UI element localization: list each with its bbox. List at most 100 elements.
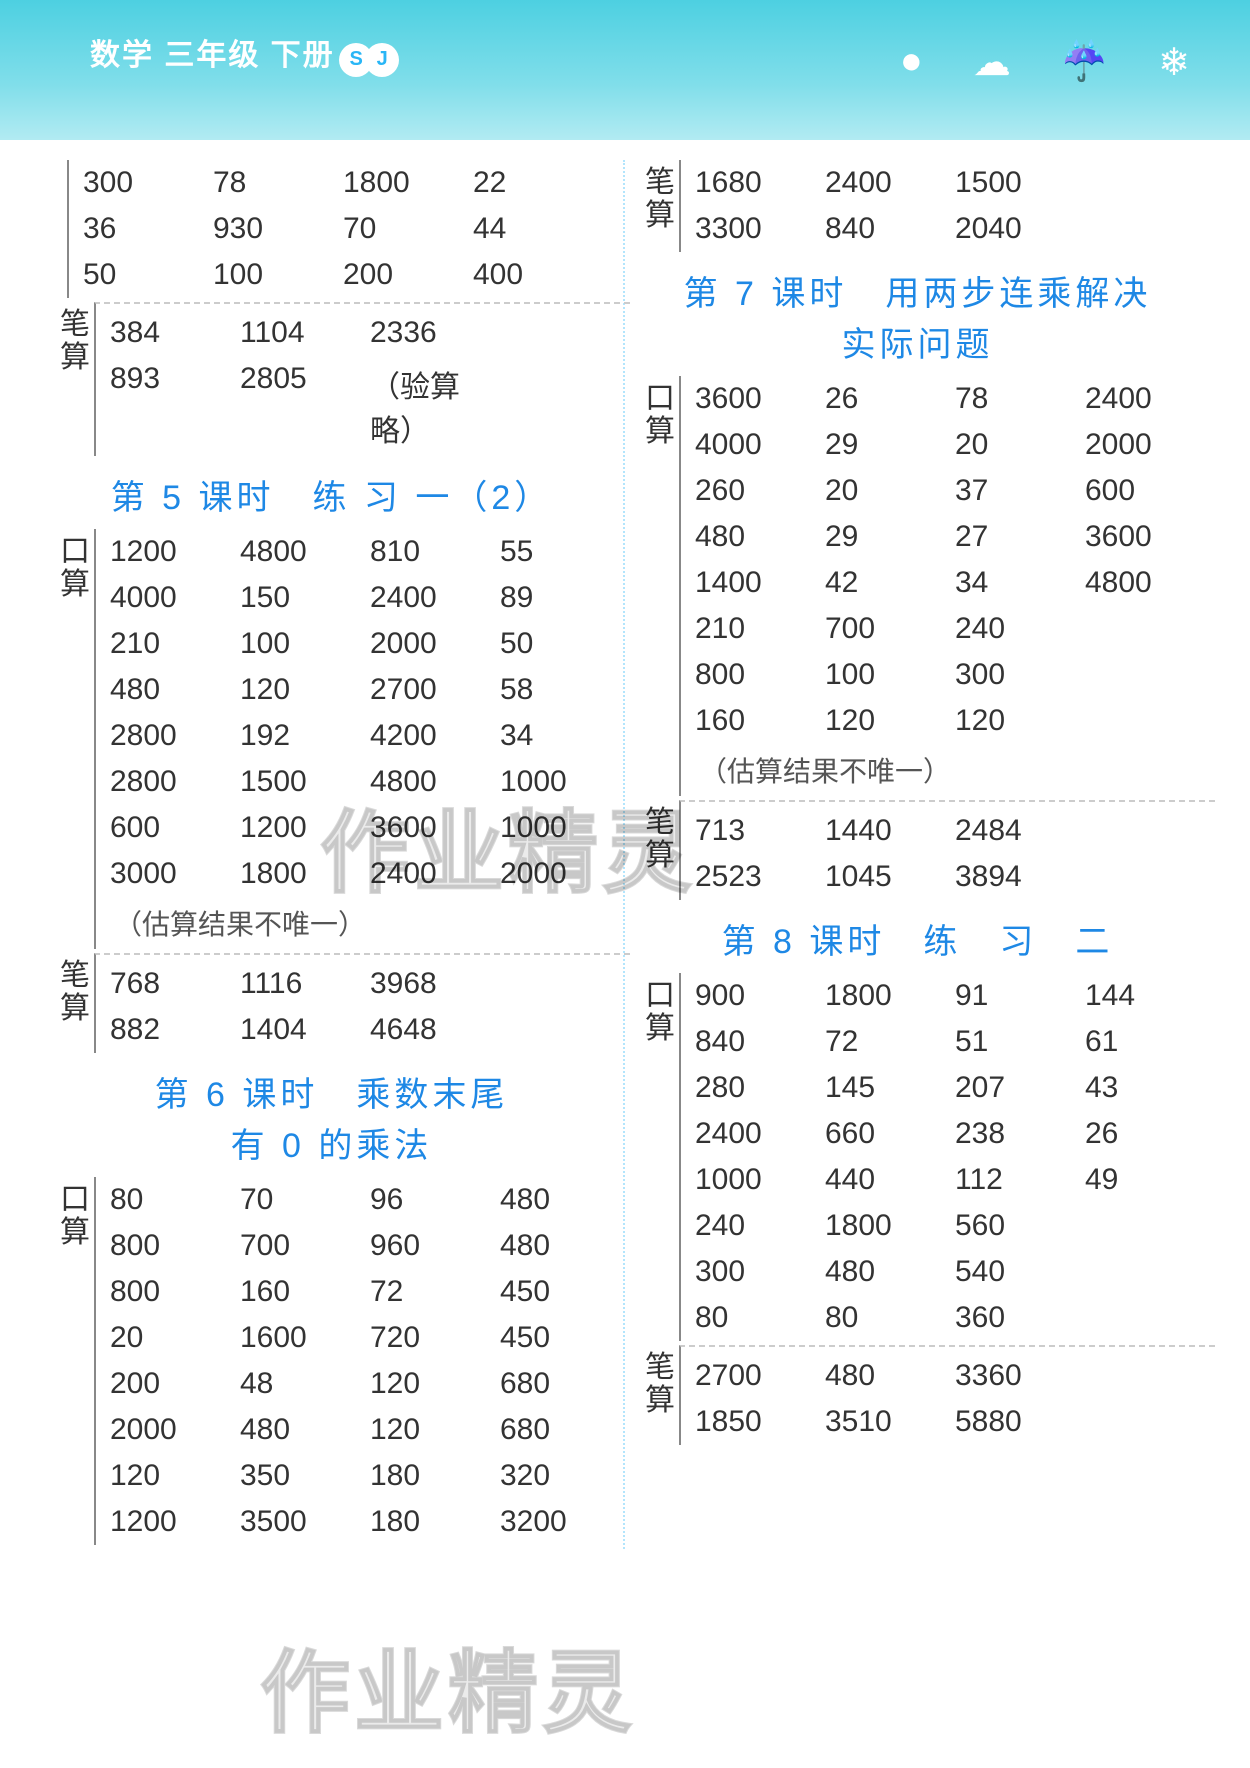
data-cell: 800 [110, 1229, 240, 1263]
sec7-title-l1: 第 7 课时 用两步连乘解决 [645, 266, 1190, 315]
data-cell: 210 [110, 627, 240, 661]
bisuan-label: 笔算 [60, 953, 94, 1053]
data-cell: 3600 [1085, 520, 1215, 554]
sec7-bisuan-table: 71314402484252310453894 [679, 800, 1215, 900]
data-row: 360026782400 [695, 376, 1215, 422]
sec5-bisuan-table: 7681116396888214044648 [94, 953, 630, 1053]
data-cell: 1200 [110, 535, 240, 569]
data-cell: 560 [955, 1209, 1085, 1243]
data-cell: （验算略） [370, 362, 500, 450]
data-cell [1085, 704, 1215, 738]
data-cell: 2805 [240, 362, 370, 450]
data-cell [1085, 860, 1215, 894]
data-cell: 27 [955, 520, 1085, 554]
data-cell: 160 [240, 1275, 370, 1309]
data-cell: 36 [83, 212, 213, 246]
data-cell: 1000 [500, 765, 630, 799]
cloud-icon: ☁ [973, 40, 1011, 85]
data-cell: 58 [500, 673, 630, 707]
data-row: 840725161 [695, 1019, 1215, 1065]
data-cell: 1440 [825, 814, 955, 848]
data-cell: 144 [1085, 979, 1215, 1013]
data-cell: 240 [695, 1209, 825, 1243]
data-row: 185035105880 [695, 1399, 1215, 1445]
data-cell: 1200 [110, 1505, 240, 1539]
data-row: 210100200050 [110, 621, 630, 667]
bisuan-label: 笔算 [645, 800, 679, 900]
data-cell: 51 [955, 1025, 1085, 1059]
data-cell: 192 [240, 719, 370, 753]
data-cell: 1600 [240, 1321, 370, 1355]
data-cell: 2800 [110, 719, 240, 753]
side-label-blank [60, 160, 67, 298]
data-row: 80016072450 [110, 1269, 630, 1315]
data-row: 50100200400 [83, 252, 603, 298]
data-row: 2000480120680 [110, 1407, 630, 1453]
watermark-2: 作业精灵 [260, 1620, 636, 1750]
data-cell: 700 [825, 612, 955, 646]
data-cell: 43 [1085, 1071, 1215, 1105]
data-row: 800100300 [695, 652, 1215, 698]
data-row: 88214044648 [110, 1007, 630, 1053]
data-cell: 768 [110, 967, 240, 1001]
data-cell: 96 [370, 1183, 500, 1217]
data-cell: 3300 [695, 212, 825, 246]
data-cell: 26 [1085, 1117, 1215, 1151]
data-cell: 80 [695, 1301, 825, 1335]
data-cell: 1800 [825, 1209, 955, 1243]
data-cell: 3600 [695, 382, 825, 416]
sj-badge: S J [347, 43, 399, 77]
data-cell: 1680 [695, 166, 825, 200]
data-cell: 78 [213, 166, 343, 200]
data-cell: 3360 [955, 1359, 1085, 1393]
header-title: 数学 三年级 下册 [90, 39, 335, 72]
data-cell: 238 [955, 1117, 1085, 1151]
data-cell [1085, 1405, 1215, 1439]
data-row: 30078180022 [83, 160, 603, 206]
sec8-kousuan-table: 9001800911448407251612801452074324006602… [679, 973, 1215, 1341]
data-cell: 20 [825, 474, 955, 508]
sec6-title-l1: 第 6 课时 乘数末尾 [60, 1067, 603, 1116]
snow-icon: ❄ [1158, 40, 1190, 85]
data-cell: 240 [955, 612, 1085, 646]
data-cell: 4648 [370, 1013, 500, 1047]
data-cell [1085, 658, 1215, 692]
data-cell: 3600 [370, 811, 500, 845]
data-cell: 2040 [955, 212, 1085, 246]
data-cell: 2400 [370, 857, 500, 891]
data-cell: 3894 [955, 860, 1085, 894]
rain-icon: ☔ [1061, 40, 1108, 85]
left-top-bisuan-table: 384110423368932805（验算略） [94, 302, 630, 456]
left-top-bisuan: 笔算 384110423368932805（验算略） [60, 302, 603, 456]
data-row: 3000180024002000 [110, 851, 630, 897]
data-cell: 89 [500, 581, 630, 615]
data-cell: 150 [240, 581, 370, 615]
data-cell: 480 [825, 1255, 955, 1289]
data-row: 900180091144 [695, 973, 1215, 1019]
data-row: 252310453894 [695, 854, 1215, 900]
data-cell: 26 [825, 382, 955, 416]
data-cell: 72 [825, 1025, 955, 1059]
kousuan-text: 口算 [60, 535, 94, 601]
kousuan-text: 口算 [645, 382, 679, 448]
data-cell: 2400 [370, 581, 500, 615]
data-cell: 480 [825, 1359, 955, 1393]
data-cell: 160 [695, 704, 825, 738]
data-cell: 2000 [500, 857, 630, 891]
data-cell: 100 [213, 258, 343, 292]
data-cell: 145 [825, 1071, 955, 1105]
data-cell: 1800 [240, 857, 370, 891]
data-cell: 600 [1085, 474, 1215, 508]
bisuan-label: 笔算 [60, 302, 94, 456]
data-row: 480120270058 [110, 667, 630, 713]
sec6-kousuan: 口算 8070964808007009604808001607245020160… [60, 1177, 603, 1545]
left-column: 3007818002236930704450100200400 笔算 38411… [40, 160, 625, 1549]
data-cell: 882 [110, 1013, 240, 1047]
data-cell: 260 [695, 474, 825, 508]
sec8-bisuan-table: 27004803360185035105880 [679, 1345, 1215, 1445]
data-cell: 1800 [825, 979, 955, 1013]
data-cell: 1400 [695, 566, 825, 600]
data-row: 120035001803200 [110, 1499, 630, 1545]
data-row: 600120036001000 [110, 805, 630, 851]
kousuan-label: 口算 [645, 973, 679, 1341]
